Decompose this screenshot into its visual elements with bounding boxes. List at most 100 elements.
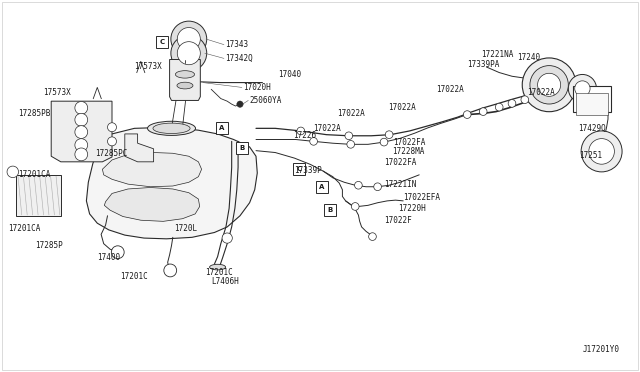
Circle shape bbox=[355, 182, 362, 189]
Text: 17429Q: 17429Q bbox=[578, 124, 605, 133]
Ellipse shape bbox=[175, 71, 195, 78]
Circle shape bbox=[345, 132, 353, 140]
Text: L7406H: L7406H bbox=[211, 277, 239, 286]
Polygon shape bbox=[86, 127, 257, 239]
Circle shape bbox=[479, 108, 487, 115]
Circle shape bbox=[385, 131, 393, 138]
Circle shape bbox=[177, 28, 200, 51]
Text: A: A bbox=[319, 184, 324, 190]
Circle shape bbox=[581, 131, 622, 172]
Text: B: B bbox=[239, 145, 244, 151]
Ellipse shape bbox=[153, 123, 190, 134]
Polygon shape bbox=[102, 153, 202, 187]
Text: 17285PB: 17285PB bbox=[18, 109, 51, 118]
Bar bbox=[236, 142, 248, 154]
Text: 17201C: 17201C bbox=[120, 272, 148, 280]
Polygon shape bbox=[125, 134, 154, 162]
Circle shape bbox=[222, 233, 232, 243]
Text: C: C bbox=[296, 166, 301, 172]
Text: 17022FA: 17022FA bbox=[393, 138, 426, 147]
Circle shape bbox=[495, 103, 503, 111]
Circle shape bbox=[463, 111, 471, 118]
Circle shape bbox=[108, 123, 116, 132]
Circle shape bbox=[75, 148, 88, 161]
Circle shape bbox=[351, 203, 359, 210]
Text: 17022A: 17022A bbox=[388, 103, 416, 112]
Text: 17201CA: 17201CA bbox=[8, 224, 40, 233]
Bar bbox=[216, 122, 228, 134]
Text: 17343: 17343 bbox=[225, 40, 248, 49]
Circle shape bbox=[164, 264, 177, 277]
Circle shape bbox=[297, 127, 305, 135]
Text: 1720L: 1720L bbox=[174, 224, 197, 232]
Circle shape bbox=[310, 138, 317, 145]
Bar bbox=[576, 93, 608, 115]
Circle shape bbox=[75, 126, 88, 138]
Polygon shape bbox=[104, 187, 200, 221]
Text: 17573X: 17573X bbox=[44, 88, 71, 97]
Text: B: B bbox=[327, 207, 332, 213]
Circle shape bbox=[108, 137, 116, 146]
Bar bbox=[156, 36, 168, 48]
Polygon shape bbox=[170, 60, 200, 100]
Text: 17228MA: 17228MA bbox=[392, 147, 424, 156]
Text: 17220H: 17220H bbox=[398, 204, 426, 213]
Circle shape bbox=[75, 139, 88, 151]
Text: 17400: 17400 bbox=[97, 253, 120, 262]
Text: 17022A: 17022A bbox=[436, 85, 464, 94]
Text: 17285PC: 17285PC bbox=[95, 149, 127, 158]
Polygon shape bbox=[51, 101, 112, 162]
Circle shape bbox=[589, 139, 614, 164]
Text: 17022EFA: 17022EFA bbox=[403, 193, 440, 202]
Ellipse shape bbox=[148, 121, 196, 135]
Circle shape bbox=[369, 233, 376, 240]
Ellipse shape bbox=[210, 264, 226, 270]
Circle shape bbox=[171, 21, 207, 57]
Circle shape bbox=[380, 138, 388, 146]
Text: 17040: 17040 bbox=[278, 70, 301, 79]
Circle shape bbox=[508, 100, 516, 107]
Circle shape bbox=[75, 102, 88, 114]
Text: C: C bbox=[159, 39, 164, 45]
Circle shape bbox=[177, 42, 200, 65]
Text: 17201CA: 17201CA bbox=[18, 170, 51, 179]
Text: 17251: 17251 bbox=[579, 151, 602, 160]
Circle shape bbox=[7, 166, 19, 177]
Text: 25060YA: 25060YA bbox=[250, 96, 282, 105]
Text: 17240: 17240 bbox=[517, 53, 540, 62]
Circle shape bbox=[374, 183, 381, 190]
Ellipse shape bbox=[177, 82, 193, 89]
Text: 17339P: 17339P bbox=[294, 166, 322, 174]
Circle shape bbox=[237, 101, 243, 108]
Text: 17022A: 17022A bbox=[314, 124, 341, 133]
Bar bbox=[573, 86, 611, 112]
Text: 17022A: 17022A bbox=[527, 88, 555, 97]
Circle shape bbox=[171, 35, 207, 71]
Text: 17022A: 17022A bbox=[337, 109, 364, 118]
Circle shape bbox=[521, 96, 529, 103]
Text: 17573X: 17573X bbox=[134, 62, 162, 71]
Text: 17201C: 17201C bbox=[205, 268, 232, 277]
Text: 17020H: 17020H bbox=[243, 83, 271, 92]
Text: 17221IN: 17221IN bbox=[384, 180, 417, 189]
Bar bbox=[324, 204, 335, 216]
Text: 17226: 17226 bbox=[293, 131, 316, 140]
Bar bbox=[316, 181, 328, 193]
Text: 17022FA: 17022FA bbox=[384, 158, 417, 167]
Circle shape bbox=[575, 81, 590, 96]
Circle shape bbox=[347, 141, 355, 148]
Text: 17342Q: 17342Q bbox=[225, 54, 253, 63]
Text: 17285P: 17285P bbox=[35, 241, 63, 250]
Text: 17339PA: 17339PA bbox=[467, 60, 500, 69]
Circle shape bbox=[522, 58, 576, 112]
Circle shape bbox=[538, 73, 561, 96]
Text: 17022F: 17022F bbox=[384, 217, 412, 225]
Polygon shape bbox=[16, 175, 61, 216]
Text: J17201Y0: J17201Y0 bbox=[582, 345, 620, 354]
Bar bbox=[293, 163, 305, 175]
Circle shape bbox=[75, 113, 88, 126]
Circle shape bbox=[111, 246, 124, 259]
Text: 17221NA: 17221NA bbox=[481, 50, 514, 59]
Text: A: A bbox=[220, 125, 225, 131]
Circle shape bbox=[530, 65, 568, 104]
